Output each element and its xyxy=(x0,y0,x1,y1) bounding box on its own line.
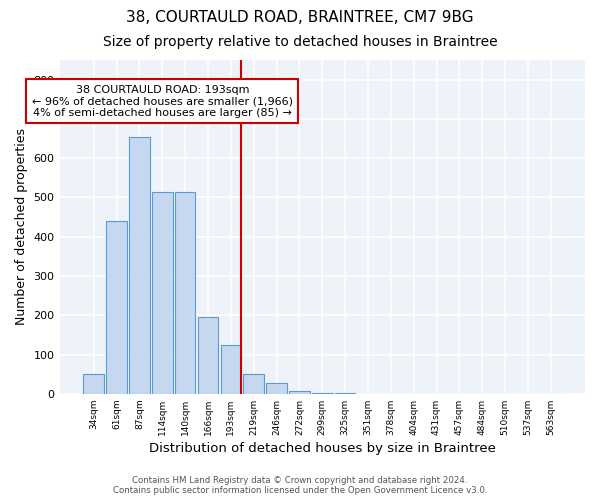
Bar xyxy=(152,192,173,394)
Bar xyxy=(266,383,287,394)
Bar xyxy=(175,192,196,394)
Bar xyxy=(129,136,150,394)
Bar xyxy=(198,317,218,394)
Text: Size of property relative to detached houses in Braintree: Size of property relative to detached ho… xyxy=(103,35,497,49)
Y-axis label: Number of detached properties: Number of detached properties xyxy=(15,128,28,326)
Bar xyxy=(106,221,127,394)
Bar xyxy=(289,390,310,394)
Bar xyxy=(244,374,264,394)
Bar xyxy=(83,374,104,394)
Text: Contains HM Land Registry data © Crown copyright and database right 2024.
Contai: Contains HM Land Registry data © Crown c… xyxy=(113,476,487,495)
X-axis label: Distribution of detached houses by size in Braintree: Distribution of detached houses by size … xyxy=(149,442,496,455)
Text: 38 COURTAULD ROAD: 193sqm
← 96% of detached houses are smaller (1,966)
4% of sem: 38 COURTAULD ROAD: 193sqm ← 96% of detac… xyxy=(32,84,293,118)
Bar xyxy=(312,392,332,394)
Text: 38, COURTAULD ROAD, BRAINTREE, CM7 9BG: 38, COURTAULD ROAD, BRAINTREE, CM7 9BG xyxy=(126,10,474,25)
Bar xyxy=(221,344,241,394)
